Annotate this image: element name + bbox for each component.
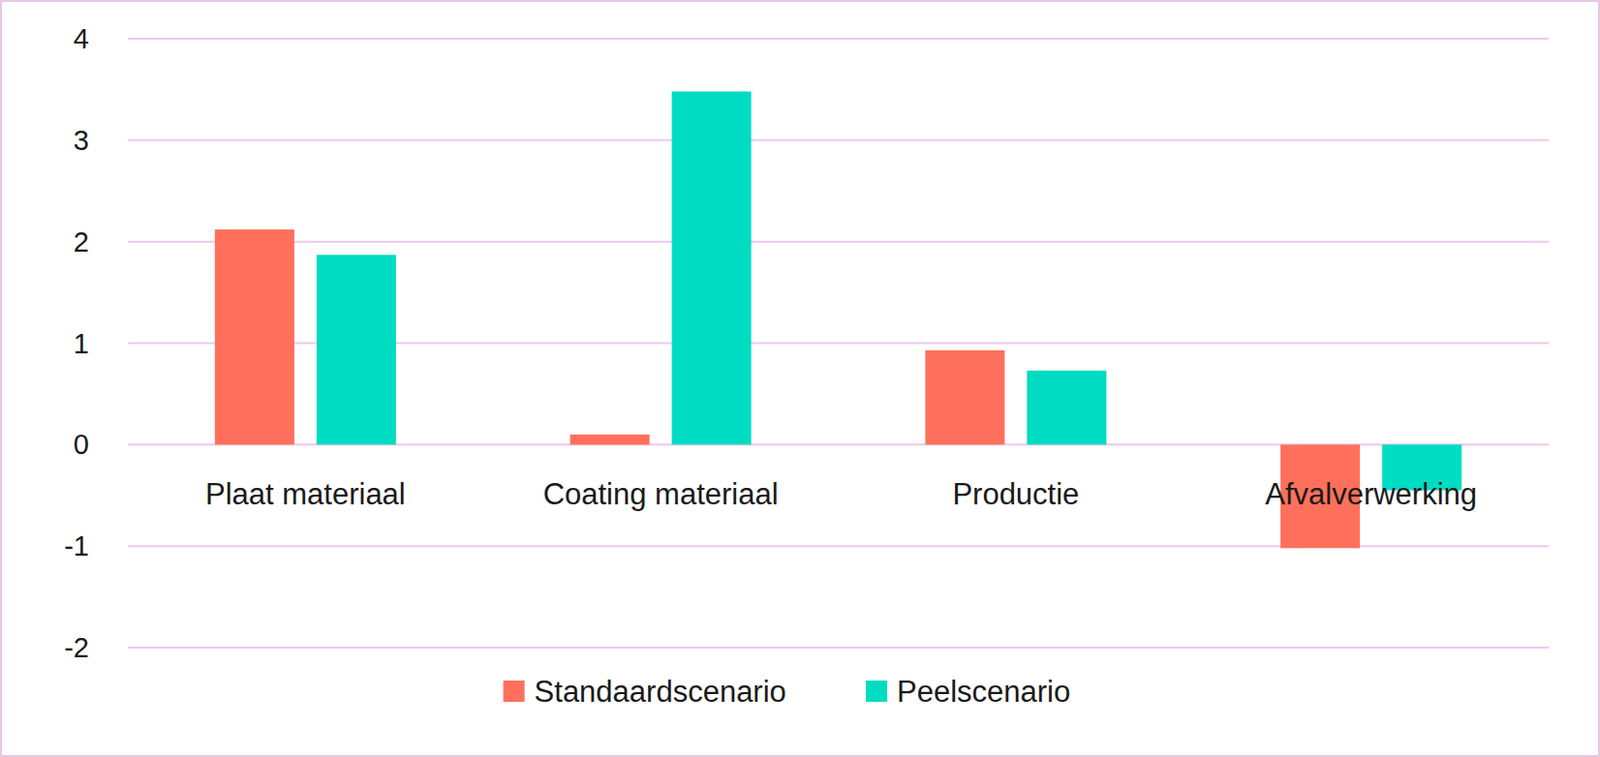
y-tick-label: 2 [73, 226, 90, 258]
y-tick-label: 0 [73, 429, 90, 461]
y-tick-label: -2 [63, 632, 90, 664]
legend-swatch [865, 680, 888, 703]
legend-label: Standaardscenario [534, 675, 787, 709]
grid-line [127, 139, 1549, 142]
y-tick-label: -1 [63, 530, 90, 562]
bar [316, 254, 397, 445]
y-tick-label: 1 [73, 328, 90, 360]
x-tick-label: Productie [952, 477, 1079, 512]
bar [570, 434, 650, 445]
bar [924, 350, 1005, 445]
chart-border [0, 0, 1600, 757]
bar [215, 229, 295, 445]
y-tick-label: 4 [73, 23, 90, 55]
x-tick-label: Plaat materiaal [205, 477, 406, 512]
x-tick-label: Afvalverwerking [1264, 477, 1477, 512]
bar [1026, 370, 1107, 446]
legend-label: Peelscenario [896, 675, 1071, 709]
grid-line [127, 241, 1549, 244]
y-tick-label: 3 [73, 124, 90, 156]
grid [127, 38, 1549, 648]
bar [672, 92, 752, 446]
grid-line [127, 646, 1549, 649]
chart-svg: -2 -1 0 1 2 3 4 Plaat materiaal Coating materiaa… [0, 0, 1600, 757]
grid-line [127, 37, 1549, 40]
x-tick-label: Coating materiaal [543, 477, 779, 512]
legend-swatch [503, 680, 525, 703]
chart-container: -2 -1 0 1 2 3 4 Plaat materiaal Coating materiaa… [0, 0, 1600, 757]
legend: Standaardscenario Peelscenario [503, 675, 1072, 709]
